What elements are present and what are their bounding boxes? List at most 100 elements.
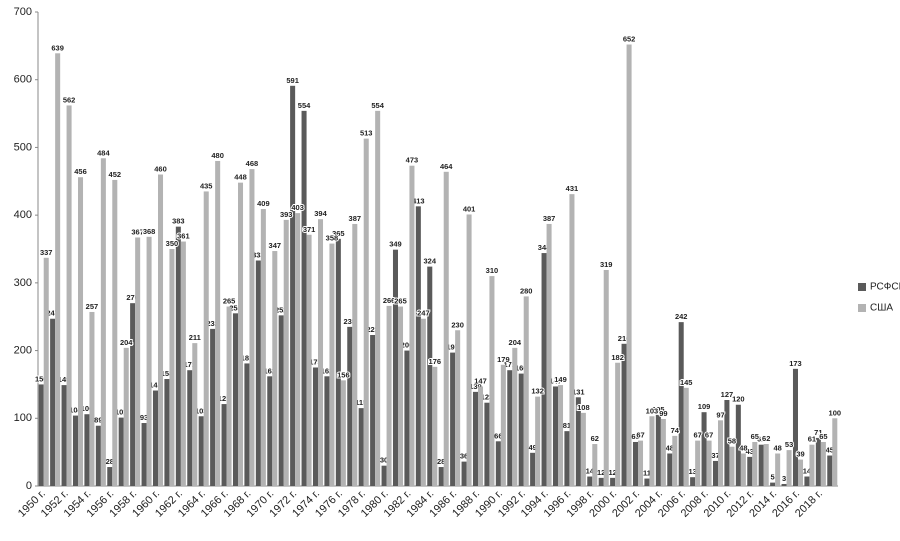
- bar: [564, 431, 570, 486]
- bar: [363, 138, 369, 486]
- data-label: 387: [349, 214, 362, 223]
- data-label: 452: [109, 170, 122, 179]
- bar: [100, 158, 106, 486]
- data-label: 266: [383, 296, 396, 305]
- data-label: 401: [463, 204, 476, 213]
- data-label: 104: [69, 406, 82, 415]
- data-label: 11: [643, 469, 651, 478]
- data-label: 409: [257, 199, 270, 208]
- bar: [141, 423, 147, 486]
- bar: [735, 404, 741, 486]
- data-label: 176: [429, 357, 442, 366]
- bar: [546, 223, 552, 486]
- bar: [215, 160, 221, 486]
- y-tick-label: 200: [14, 344, 32, 356]
- data-label: 554: [298, 101, 311, 110]
- data-label: 158: [161, 369, 174, 378]
- bar: [347, 326, 353, 486]
- data-label: 387: [543, 214, 556, 223]
- bar: [260, 209, 266, 486]
- bar: [558, 385, 564, 486]
- data-label: 139: [469, 382, 482, 391]
- data-label: 48: [666, 443, 674, 452]
- data-label: 255: [229, 303, 242, 312]
- data-label: 223: [366, 325, 379, 334]
- data-label: 141: [149, 381, 162, 390]
- data-label: 324: [424, 257, 437, 266]
- bar: [152, 390, 158, 486]
- bar: [763, 444, 769, 486]
- bar: [610, 477, 616, 486]
- bar: [672, 435, 678, 486]
- data-label: 554: [371, 101, 384, 110]
- y-tick-label: 0: [26, 480, 32, 492]
- bar: [118, 417, 124, 486]
- data-label: 480: [211, 151, 224, 160]
- bar: [758, 444, 764, 486]
- bar: [335, 238, 341, 486]
- bar: [712, 460, 718, 486]
- bar: [827, 455, 833, 486]
- bar: [198, 416, 204, 486]
- bar: [495, 441, 501, 486]
- bar: [683, 387, 689, 486]
- bar: [615, 362, 621, 486]
- data-label: 12: [608, 468, 616, 477]
- data-label: 53: [785, 440, 793, 449]
- bar: [55, 53, 61, 486]
- bar: [409, 165, 415, 486]
- bar: [427, 266, 433, 486]
- bar: [249, 169, 255, 486]
- bar: [255, 260, 261, 486]
- data-label: 81: [563, 421, 571, 430]
- data-label: 65: [631, 432, 639, 441]
- bar: [644, 478, 650, 486]
- bar: [580, 412, 586, 486]
- data-label: 65: [819, 432, 827, 441]
- data-label: 448: [234, 173, 247, 182]
- data-label: 162: [264, 366, 277, 375]
- bar: [752, 441, 758, 486]
- bar: [484, 402, 490, 486]
- bar: [38, 384, 44, 486]
- legend-swatch: [858, 304, 866, 312]
- bar: [575, 397, 581, 486]
- bar: [392, 249, 398, 486]
- bar: [340, 380, 346, 486]
- data-label: 310: [486, 266, 499, 275]
- bar: [701, 412, 707, 486]
- bar: [267, 376, 273, 486]
- data-label: 39: [796, 450, 804, 459]
- data-label: 66: [494, 431, 502, 440]
- bar: [621, 343, 627, 486]
- y-tick-label: 300: [14, 277, 32, 289]
- bar: [221, 404, 227, 486]
- bar: [272, 251, 278, 486]
- bar: [43, 257, 49, 486]
- data-label: 99: [659, 409, 667, 418]
- data-label: 204: [509, 338, 522, 347]
- bar: [523, 296, 529, 486]
- bar: [815, 437, 821, 486]
- bar: [180, 241, 186, 486]
- bar: [603, 269, 609, 486]
- data-label: 200: [401, 341, 414, 350]
- bar: [775, 453, 781, 486]
- bar: [352, 223, 358, 486]
- bar: [398, 306, 404, 486]
- bar: [626, 44, 632, 486]
- data-label: 337: [40, 248, 53, 257]
- bar: [489, 276, 495, 486]
- data-label: 30: [380, 456, 388, 465]
- bar: [530, 452, 536, 486]
- bar: [770, 482, 776, 486]
- data-label: 145: [680, 378, 693, 387]
- bar: [375, 110, 381, 486]
- data-label: 319: [600, 260, 613, 269]
- data-label: 3: [782, 474, 786, 483]
- bar: [478, 386, 484, 486]
- bar: [455, 330, 461, 486]
- data-label: 562: [63, 95, 76, 104]
- bar: [61, 385, 67, 486]
- data-label: 89: [94, 416, 102, 425]
